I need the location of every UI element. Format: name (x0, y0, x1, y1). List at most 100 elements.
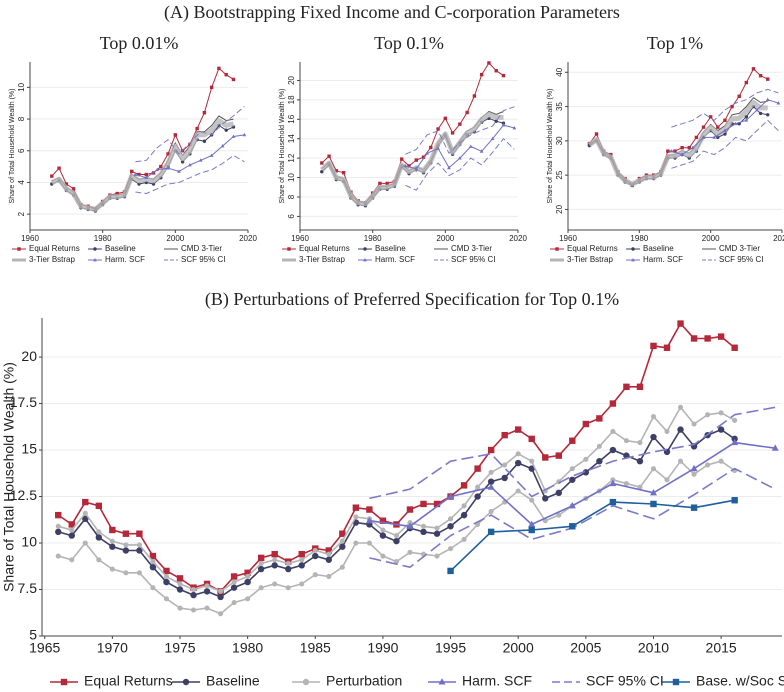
marker (271, 562, 278, 569)
marker (758, 111, 763, 116)
marker (569, 476, 576, 483)
y-tick-label: 20 (287, 75, 296, 84)
series-line (405, 138, 515, 191)
marker (224, 72, 228, 77)
marker (609, 446, 617, 454)
marker (82, 498, 89, 506)
marker (68, 532, 75, 539)
marker (177, 169, 181, 173)
y-tick-label: 6 (17, 148, 26, 153)
marker (203, 588, 211, 595)
marker (582, 420, 590, 428)
marker (363, 247, 367, 251)
marker (176, 575, 184, 582)
marker (163, 596, 170, 602)
marker (109, 566, 115, 572)
marker (420, 500, 427, 508)
marker (60, 678, 68, 686)
marker (341, 171, 346, 175)
marker (339, 538, 345, 544)
legend-label: SCF 95% CI (586, 673, 664, 689)
legend-label: 3-Tier Bstrap (299, 255, 345, 264)
marker (327, 154, 331, 158)
marker (298, 550, 305, 558)
marker (677, 426, 684, 433)
legend-label: Equal Returns (567, 244, 618, 253)
marker (244, 578, 251, 586)
marker (55, 523, 61, 529)
marker (758, 74, 763, 78)
marker (320, 170, 324, 174)
plot-area (50, 66, 247, 213)
marker (163, 567, 170, 575)
marker (144, 172, 148, 177)
x-tick-label: 2020 (773, 234, 784, 243)
legend-label: CMD 3-Tier (719, 244, 760, 253)
marker (257, 554, 265, 562)
marker (650, 342, 657, 350)
marker (733, 121, 738, 126)
marker (568, 501, 576, 509)
marker (82, 510, 88, 516)
marker (461, 536, 467, 542)
marker (488, 508, 494, 514)
marker (271, 550, 278, 558)
x-tick-label: 2010 (638, 640, 669, 656)
marker (690, 145, 695, 150)
marker (594, 132, 599, 136)
marker (173, 133, 178, 137)
marker (694, 135, 699, 140)
marker (475, 484, 481, 490)
marker (766, 113, 770, 117)
marker (596, 415, 603, 422)
marker (460, 511, 468, 519)
legend-label: Baseline (105, 244, 136, 253)
marker (583, 456, 589, 462)
y-tick-label: 8 (287, 194, 296, 199)
marker (155, 167, 160, 172)
marker (705, 412, 711, 418)
y-tick-label: 14 (287, 134, 296, 143)
marker (755, 107, 759, 112)
series-line (135, 155, 245, 194)
marker (136, 547, 143, 554)
chart-title: Top 0.1% (374, 33, 444, 53)
marker (220, 143, 225, 148)
marker (465, 110, 469, 115)
marker (528, 435, 535, 443)
marker (479, 72, 484, 77)
marker (487, 478, 495, 485)
marker (542, 495, 549, 502)
series-line (51, 67, 234, 210)
marker (182, 678, 190, 686)
marker (366, 506, 373, 513)
marker (285, 565, 292, 573)
marker (334, 169, 339, 173)
marker (609, 479, 617, 487)
marker (163, 573, 170, 580)
x-tick-label: 2020 (509, 234, 527, 243)
x-tick-label: 1965 (29, 640, 60, 656)
y-tick-label: 25 (555, 170, 564, 179)
marker (609, 498, 617, 506)
legend-label: SCF 95% CI (719, 255, 763, 264)
marker (474, 493, 481, 500)
marker (433, 500, 441, 508)
marker (339, 543, 346, 550)
marker (690, 335, 698, 342)
marker (272, 557, 278, 563)
marker (218, 611, 224, 617)
marker (218, 588, 224, 594)
x-tick-label: 1990 (367, 640, 398, 656)
marker (209, 153, 214, 157)
marker (352, 504, 360, 511)
marker (258, 585, 264, 591)
marker (298, 562, 305, 569)
x-tick-label: 1960 (21, 234, 39, 243)
marker (353, 540, 359, 546)
marker (434, 525, 440, 531)
marker (637, 440, 643, 446)
marker (704, 335, 711, 342)
series-line (405, 124, 515, 170)
marker (514, 459, 522, 467)
